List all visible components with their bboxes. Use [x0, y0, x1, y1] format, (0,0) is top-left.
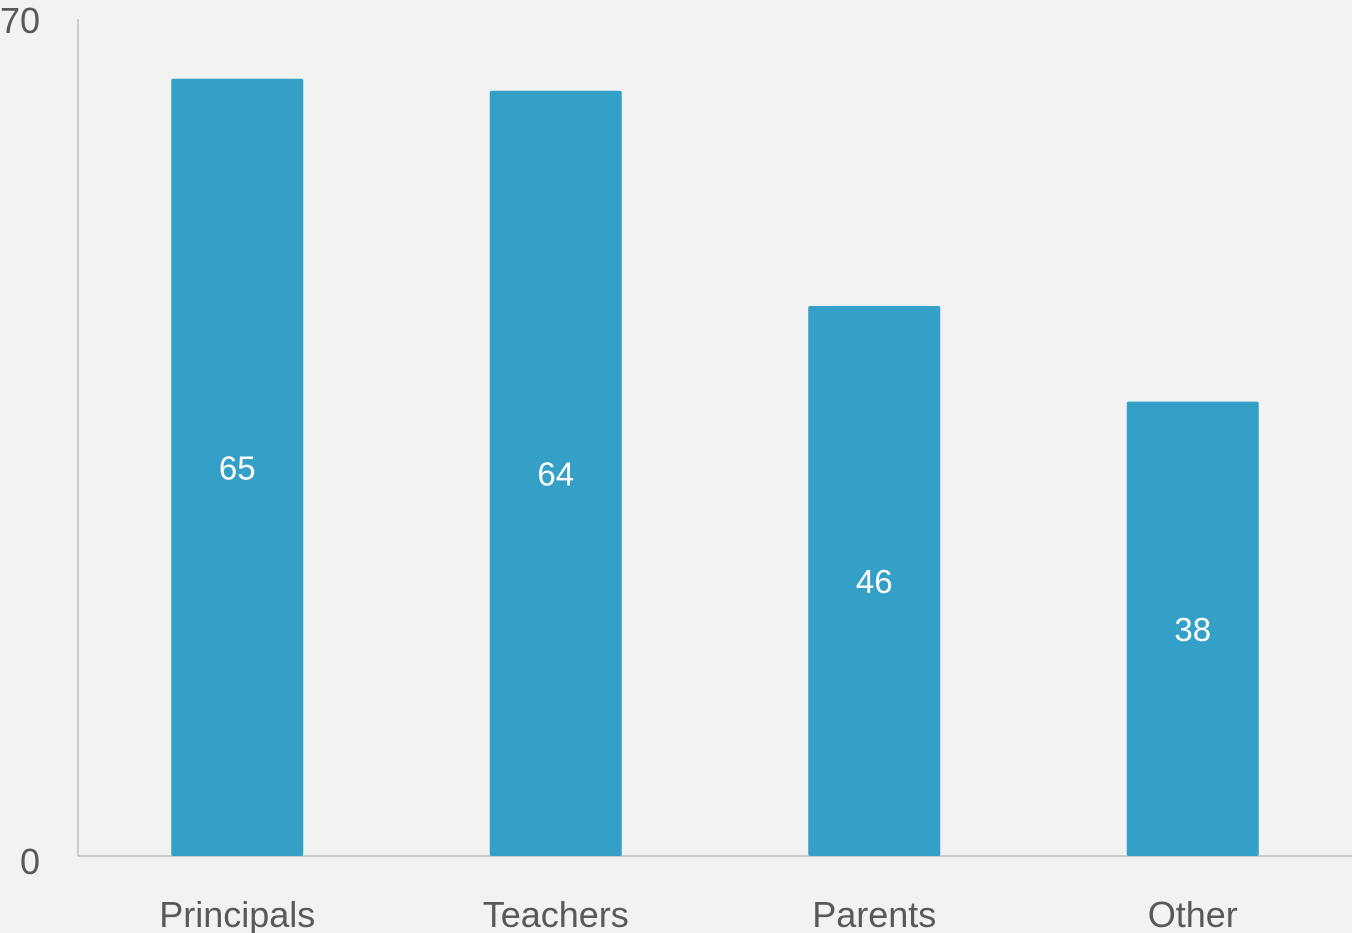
y-tick-label: 70 [0, 0, 40, 41]
data-labels: 65 64 46 38 [219, 449, 1211, 647]
data-label: 64 [537, 455, 574, 492]
x-tick-label: Principals [159, 894, 315, 933]
x-tick-label: Other [1148, 894, 1238, 933]
x-tick-label: Teachers [483, 894, 629, 933]
bar-principals [171, 78, 304, 857]
y-tick-labels: 0 70 [0, 0, 40, 882]
data-label: 65 [219, 449, 256, 486]
data-label: 38 [1174, 611, 1211, 648]
bars [171, 78, 1259, 857]
bar-other [1126, 401, 1259, 856]
y-tick-label: 0 [20, 841, 40, 882]
x-tick-labels: Principals Teachers Parents Other [159, 894, 1238, 933]
data-label: 46 [856, 563, 893, 600]
bar-teachers [489, 90, 622, 856]
x-tick-label: Parents [812, 894, 936, 933]
bar-parents [808, 305, 941, 856]
